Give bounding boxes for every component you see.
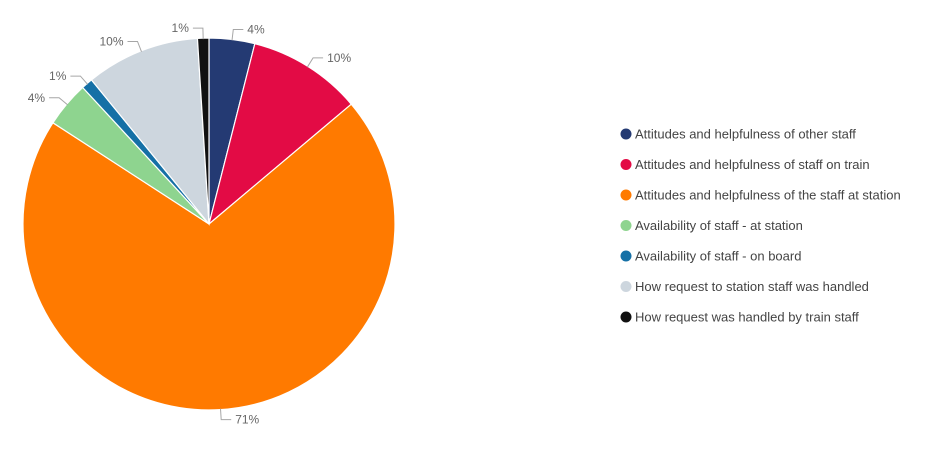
leader-line (70, 75, 89, 85)
legend-marker (620, 159, 632, 170)
leader-line (127, 41, 142, 52)
legend-label: How request was handled by train staff (635, 310, 859, 325)
legend-label: Attitudes and helpfulness of the staff a… (635, 188, 901, 203)
data-label: 10% (327, 51, 351, 65)
legend-item[interactable]: Attitudes and helpfulness of other staff (620, 127, 857, 142)
data-labels: 4%10%71%4%1%10%1% (28, 21, 352, 427)
legend-label: How request to station staff was handled (635, 279, 869, 294)
data-label: 10% (99, 35, 123, 49)
legend-marker (620, 311, 632, 323)
leader-line (231, 29, 244, 41)
legend-label: Attitudes and helpfulness of staff on tr… (635, 157, 870, 172)
legend-item[interactable]: Availability of staff - on board (620, 249, 802, 264)
legend-marker (620, 189, 632, 201)
leader-line (306, 57, 324, 68)
legend-marker (620, 220, 632, 231)
pie-slices (22, 37, 396, 411)
data-label: 71% (235, 413, 259, 427)
leader-line (192, 27, 204, 40)
legend-item[interactable]: Attitudes and helpfulness of staff on tr… (620, 157, 870, 172)
legend-item[interactable]: How request to station staff was handled (620, 279, 869, 294)
data-label: 4% (247, 23, 265, 37)
data-label: 1% (172, 21, 190, 35)
legend-marker (620, 250, 632, 262)
legend-item[interactable]: Availability of staff - at station (620, 218, 803, 233)
legend-label: Availability of staff - at station (635, 218, 803, 233)
leader-line (49, 97, 68, 106)
legend-label: Availability of staff - on board (635, 249, 801, 264)
leader-line (220, 408, 232, 421)
legend-marker (620, 128, 632, 140)
legend: Attitudes and helpfulness of other staff… (620, 127, 901, 325)
data-label: 1% (49, 69, 67, 83)
legend-item[interactable]: Attitudes and helpfulness of the staff a… (620, 188, 901, 203)
legend-label: Attitudes and helpfulness of other staff (635, 127, 856, 142)
data-label: 4% (28, 91, 46, 105)
legend-item[interactable]: How request was handled by train staff (620, 310, 860, 325)
legend-marker (620, 281, 632, 292)
